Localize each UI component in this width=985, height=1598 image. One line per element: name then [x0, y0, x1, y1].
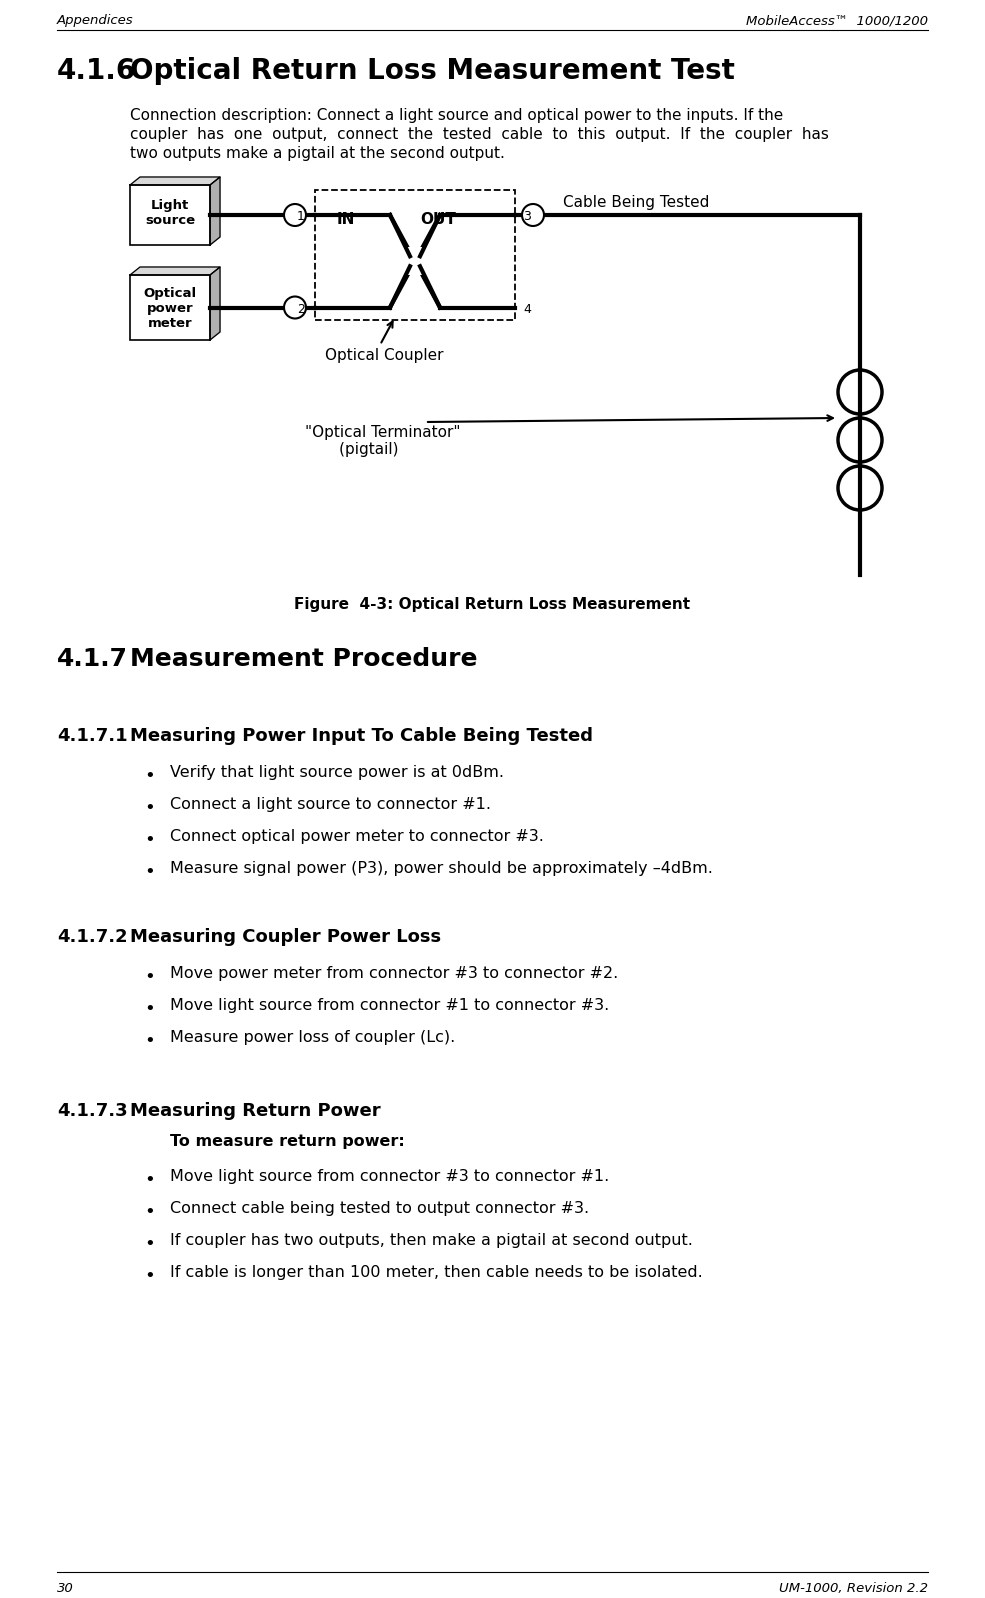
- Text: To measure return power:: To measure return power:: [170, 1135, 405, 1149]
- Text: Measurement Procedure: Measurement Procedure: [130, 647, 478, 671]
- Text: Figure  4-3: Optical Return Loss Measurement: Figure 4-3: Optical Return Loss Measurem…: [294, 598, 690, 612]
- Text: Connect cable being tested to output connector #3.: Connect cable being tested to output con…: [170, 1202, 589, 1216]
- Text: 4.1.7.1: 4.1.7.1: [57, 727, 128, 745]
- Bar: [130, 275, 210, 340]
- Bar: [401, 248, 429, 275]
- Circle shape: [284, 297, 306, 318]
- Text: •: •: [145, 799, 156, 817]
- Text: coupler  has  one  output,  connect  the  tested  cable  to  this  output.  If  : coupler has one output, connect the test…: [130, 126, 828, 142]
- Text: Move light source from connector #3 to connector #1.: Move light source from connector #3 to c…: [170, 1170, 610, 1184]
- Text: 1: 1: [297, 211, 305, 224]
- Text: MobileAccess™  1000/1200: MobileAccess™ 1000/1200: [746, 14, 928, 27]
- Text: •: •: [145, 767, 156, 785]
- Text: 2: 2: [297, 304, 305, 316]
- Text: IN: IN: [337, 213, 356, 227]
- Text: 4.1.6: 4.1.6: [57, 58, 136, 85]
- Text: Verify that light source power is at 0dBm.: Verify that light source power is at 0dB…: [170, 765, 504, 780]
- Bar: [130, 185, 210, 244]
- Text: Connection description: Connect a light source and optical power to the inputs. : Connection description: Connect a light …: [130, 109, 783, 123]
- Text: •: •: [145, 863, 156, 880]
- Text: Cable Being Tested: Cable Being Tested: [563, 195, 709, 209]
- Text: 4.1.7.3: 4.1.7.3: [57, 1103, 128, 1120]
- Text: "Optical Terminator"
       (pigtail): "Optical Terminator" (pigtail): [305, 425, 461, 457]
- Text: OUT: OUT: [420, 213, 456, 227]
- Text: Move power meter from connector #3 to connector #2.: Move power meter from connector #3 to co…: [170, 967, 619, 981]
- Text: Connect optical power meter to connector #3.: Connect optical power meter to connector…: [170, 829, 544, 844]
- Text: 4.1.7: 4.1.7: [57, 647, 128, 671]
- Polygon shape: [130, 177, 220, 185]
- Text: 4: 4: [523, 304, 531, 316]
- Text: •: •: [145, 1267, 156, 1285]
- Text: 30: 30: [57, 1582, 74, 1595]
- Text: Light
source: Light source: [145, 200, 195, 227]
- Text: •: •: [145, 1000, 156, 1018]
- Text: 3: 3: [523, 211, 531, 224]
- Text: two outputs make a pigtail at the second output.: two outputs make a pigtail at the second…: [130, 145, 505, 161]
- Text: Measure power loss of coupler (Lc).: Measure power loss of coupler (Lc).: [170, 1031, 455, 1045]
- Text: •: •: [145, 1235, 156, 1253]
- Polygon shape: [210, 177, 220, 244]
- Text: •: •: [145, 831, 156, 849]
- Text: •: •: [145, 1032, 156, 1050]
- Text: Measuring Coupler Power Loss: Measuring Coupler Power Loss: [130, 928, 441, 946]
- Polygon shape: [130, 267, 220, 275]
- Text: •: •: [145, 1171, 156, 1189]
- Text: Measure signal power (P3), power should be approximately –4dBm.: Measure signal power (P3), power should …: [170, 861, 713, 876]
- Circle shape: [522, 205, 544, 225]
- Text: Optical
power
meter: Optical power meter: [144, 288, 197, 331]
- Text: Move light source from connector #1 to connector #3.: Move light source from connector #1 to c…: [170, 999, 610, 1013]
- Text: UM-1000, Revision 2.2: UM-1000, Revision 2.2: [779, 1582, 928, 1595]
- Text: Measuring Power Input To Cable Being Tested: Measuring Power Input To Cable Being Tes…: [130, 727, 593, 745]
- Text: Optical Coupler: Optical Coupler: [325, 348, 443, 363]
- Text: Connect a light source to connector #1.: Connect a light source to connector #1.: [170, 797, 491, 812]
- Polygon shape: [210, 267, 220, 340]
- Text: Measuring Return Power: Measuring Return Power: [130, 1103, 380, 1120]
- Bar: [315, 190, 515, 320]
- Text: If coupler has two outputs, then make a pigtail at second output.: If coupler has two outputs, then make a …: [170, 1234, 692, 1248]
- Text: •: •: [145, 968, 156, 986]
- Text: •: •: [145, 1203, 156, 1221]
- Text: Optical Return Loss Measurement Test: Optical Return Loss Measurement Test: [130, 58, 735, 85]
- Circle shape: [284, 205, 306, 225]
- Text: Appendices: Appendices: [57, 14, 134, 27]
- Text: If cable is longer than 100 meter, then cable needs to be isolated.: If cable is longer than 100 meter, then …: [170, 1266, 702, 1280]
- Text: 4.1.7.2: 4.1.7.2: [57, 928, 128, 946]
